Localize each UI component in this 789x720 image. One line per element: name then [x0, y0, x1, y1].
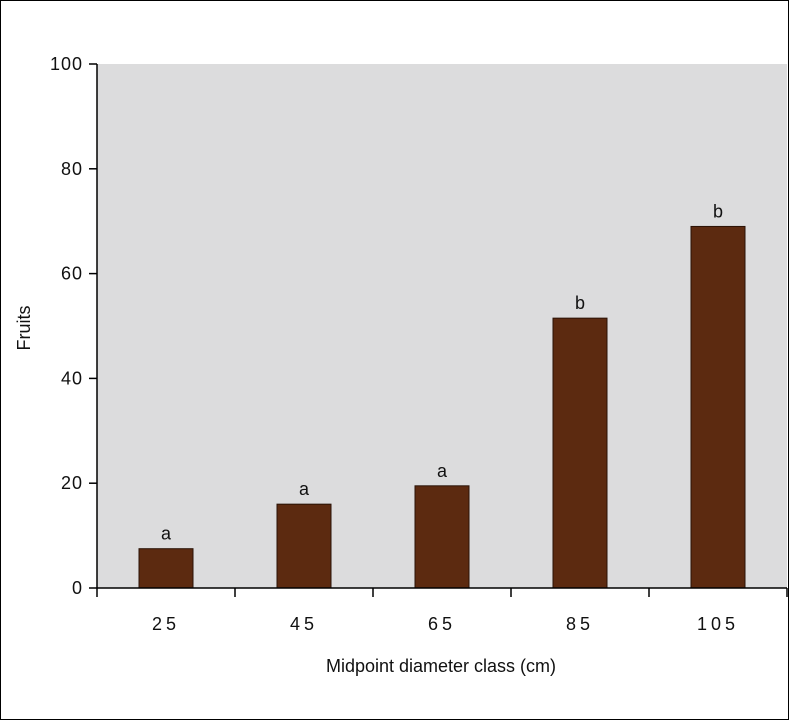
x-axis-title: Midpoint diameter class (cm)	[326, 656, 556, 676]
bar-letter-label: a	[437, 461, 448, 481]
bar-85	[552, 317, 608, 589]
x-tick-label: 25	[152, 614, 180, 634]
bar-25	[138, 548, 194, 589]
bar-labels-group: a a a b b	[161, 201, 723, 543]
y-tick-label: 80	[61, 159, 83, 179]
bar-letter-label: a	[299, 479, 310, 499]
y-tick-label: 60	[61, 264, 83, 284]
x-tick-label: 105	[697, 614, 739, 634]
bar-letter-label: b	[575, 293, 585, 313]
y-axis-title: Fruits	[14, 306, 34, 351]
bar-letter-label: b	[713, 201, 723, 221]
bar-65	[414, 485, 470, 589]
y-tick-label: 20	[61, 473, 83, 493]
y-tick-label: 100	[50, 54, 83, 74]
x-axis: 25 45 65 85 105	[96, 587, 788, 634]
x-tick-label: 45	[290, 614, 318, 634]
bar-45	[276, 503, 332, 589]
x-tick-label: 65	[428, 614, 456, 634]
y-axis: 0 20 40 60 80 100	[50, 54, 98, 598]
x-tick-label: 85	[566, 614, 594, 634]
bar-letter-label: a	[161, 524, 172, 544]
bar-105	[690, 225, 746, 589]
y-tick-label: 0	[72, 578, 83, 598]
y-tick-label: 40	[61, 368, 83, 388]
bars-group	[138, 225, 746, 589]
